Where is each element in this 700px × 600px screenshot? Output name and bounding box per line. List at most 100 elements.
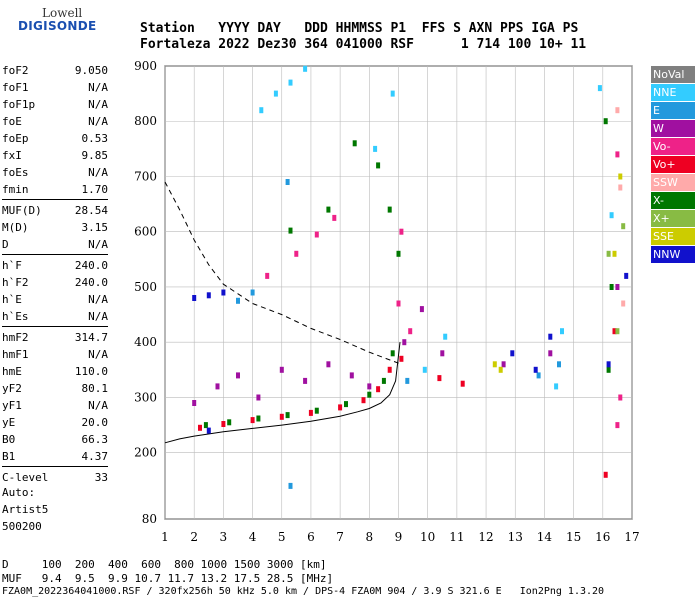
data-point	[381, 377, 386, 384]
data-point	[338, 404, 343, 411]
data-point	[606, 250, 611, 257]
param-row: hmE 110.0	[2, 363, 108, 380]
data-point	[612, 250, 617, 257]
data-point	[344, 401, 348, 408]
x-tick-label: 16	[595, 530, 610, 544]
data-point	[618, 184, 623, 191]
param-name: B0	[2, 433, 16, 446]
param-value: N/A	[88, 238, 108, 251]
param-value: 3.15	[81, 221, 109, 234]
legend-entry: Vo-	[651, 138, 695, 155]
data-point	[603, 471, 608, 478]
data-point	[606, 361, 611, 368]
legend-entry: Vo+	[651, 156, 695, 173]
data-point	[273, 90, 278, 97]
param-name: foEs	[2, 166, 29, 179]
param-name: foEp	[2, 132, 29, 145]
data-point	[597, 85, 602, 92]
param-name: C-level	[2, 471, 49, 484]
data-point	[198, 424, 202, 431]
data-point	[557, 361, 561, 368]
param-row: foEp 0.53	[2, 130, 108, 147]
legend-entry: W	[651, 120, 695, 137]
param-row: fmin 1.70	[2, 181, 108, 198]
data-point	[206, 427, 211, 434]
data-point	[396, 300, 401, 307]
x-tick-label: 5	[278, 530, 286, 544]
param-value: 80.1	[81, 382, 109, 395]
x-tick-label: 4	[249, 530, 257, 544]
x-tick-label: 10	[420, 530, 435, 544]
data-point	[314, 231, 319, 238]
data-point	[560, 328, 564, 335]
param-name: hmF2	[2, 331, 29, 344]
data-point	[396, 250, 401, 257]
param-value: 314.7	[74, 331, 108, 344]
profile-dashed-line	[164, 181, 399, 364]
data-point	[303, 377, 308, 384]
data-point	[419, 306, 424, 313]
data-point	[294, 250, 299, 257]
param-row: h`F 240.0	[2, 257, 108, 274]
data-point	[548, 350, 553, 357]
data-point	[285, 179, 290, 185]
param-name: fxI	[2, 149, 22, 162]
data-point	[390, 350, 395, 357]
data-point	[440, 350, 445, 357]
param-name: foE	[2, 115, 22, 128]
data-point	[303, 65, 308, 72]
param-row: foF2 9.050	[2, 62, 108, 79]
y-tick-label: 500	[134, 280, 157, 294]
param-separator	[2, 466, 108, 467]
data-point	[618, 394, 623, 401]
data-point	[536, 372, 541, 379]
data-point	[606, 366, 611, 373]
data-point	[279, 413, 284, 420]
param-value: N/A	[88, 293, 108, 306]
legend-entry: SSE	[651, 228, 695, 245]
param-name: yF2	[2, 382, 22, 395]
param-row: foF1p N/A	[2, 96, 108, 113]
legend-entry: E	[651, 102, 695, 119]
param-name: h`F2	[2, 276, 29, 289]
param-name: MUF(D)	[2, 204, 42, 217]
param-name: h`Es	[2, 310, 29, 323]
data-point	[259, 107, 264, 114]
data-point	[492, 361, 497, 368]
param-row: h`E N/A	[2, 291, 108, 308]
legend-entry: NoVal	[651, 66, 695, 83]
data-point	[373, 145, 378, 152]
param-value: N/A	[88, 399, 108, 412]
data-point	[615, 284, 620, 290]
x-tick-label: 11	[449, 530, 464, 544]
data-point	[236, 297, 240, 304]
param-row: D N/A	[2, 236, 108, 253]
param-value: N/A	[88, 98, 108, 111]
param-row: h`F2 240.0	[2, 274, 108, 291]
legend-entry: SSW	[651, 174, 695, 191]
data-point	[615, 151, 620, 158]
param-value: 240.0	[74, 276, 108, 289]
param-value: 66.3	[81, 433, 109, 446]
x-tick-label: 3	[220, 530, 228, 544]
header-labels: Station YYYY DAY DDD HHMMSS P1 FFS S AXN…	[140, 21, 579, 36]
data-point	[227, 419, 232, 426]
param-separator	[2, 254, 108, 255]
data-point	[288, 482, 293, 489]
param-value: 20.0	[81, 416, 109, 429]
x-tick-label: 17	[624, 530, 639, 544]
data-point	[443, 333, 448, 340]
param-name: B1	[2, 450, 16, 463]
param-row: hmF1 N/A	[2, 346, 108, 363]
data-point	[498, 366, 503, 373]
data-point	[367, 383, 372, 390]
data-point	[250, 289, 255, 296]
param-value: 110.0	[74, 365, 108, 378]
x-tick-label: 12	[478, 530, 493, 544]
y-tick-label: 600	[134, 225, 157, 239]
y-tick-label: 700	[134, 169, 157, 183]
data-point	[308, 409, 313, 416]
param-row: yF2 80.1	[2, 380, 108, 397]
param-value: N/A	[88, 166, 108, 179]
